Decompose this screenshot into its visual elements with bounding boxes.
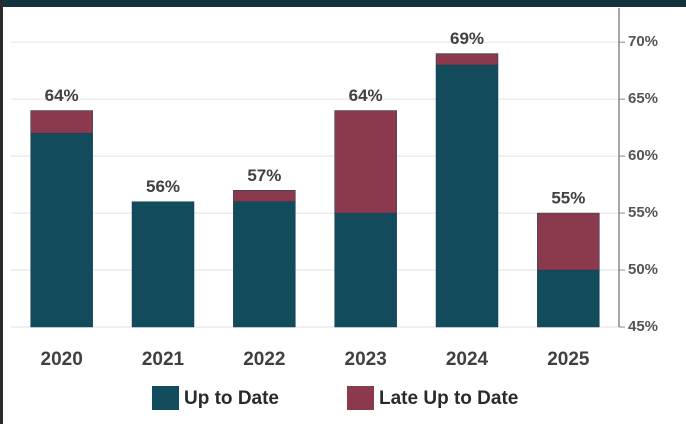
y-tick-label: 50% (628, 261, 658, 278)
y-tick-label: 60% (628, 147, 658, 164)
left-border (0, 0, 3, 424)
legend-swatch (347, 386, 374, 410)
bar-segment (435, 64, 499, 328)
bar-segment (334, 110, 397, 214)
total-label: 55% (551, 189, 585, 208)
bar-segment (435, 53, 499, 66)
bar-segment (233, 190, 296, 202)
bar-segment (233, 201, 296, 328)
x-tick-label: 2020 (41, 349, 83, 370)
bar-segment (131, 201, 195, 328)
y-tick-label: 70% (628, 33, 658, 50)
bar-segment (334, 212, 397, 328)
total-label: 64% (45, 86, 79, 105)
y-tick-label: 65% (628, 90, 658, 107)
x-tick-label: 2023 (345, 349, 387, 370)
bar-segment (30, 110, 93, 134)
y-tick-label: 55% (628, 204, 658, 221)
total-label: 56% (146, 177, 180, 196)
x-tick-label: 2024 (446, 349, 489, 370)
bar-segment (537, 269, 600, 328)
total-label: 57% (247, 166, 281, 185)
bar-segment (537, 212, 600, 271)
legend-swatch (152, 386, 179, 410)
x-tick-label: 2022 (243, 349, 285, 370)
legend-label: Late Up to Date (379, 388, 518, 409)
y-tick-label: 45% (628, 318, 658, 335)
bar-segment (30, 133, 93, 328)
x-tick-label: 2021 (142, 349, 185, 370)
total-label: 64% (349, 86, 383, 105)
total-label: 69% (450, 29, 484, 48)
x-tick-label: 2025 (547, 349, 590, 370)
top-band (0, 0, 686, 7)
legend-label: Up to Date (184, 388, 279, 409)
